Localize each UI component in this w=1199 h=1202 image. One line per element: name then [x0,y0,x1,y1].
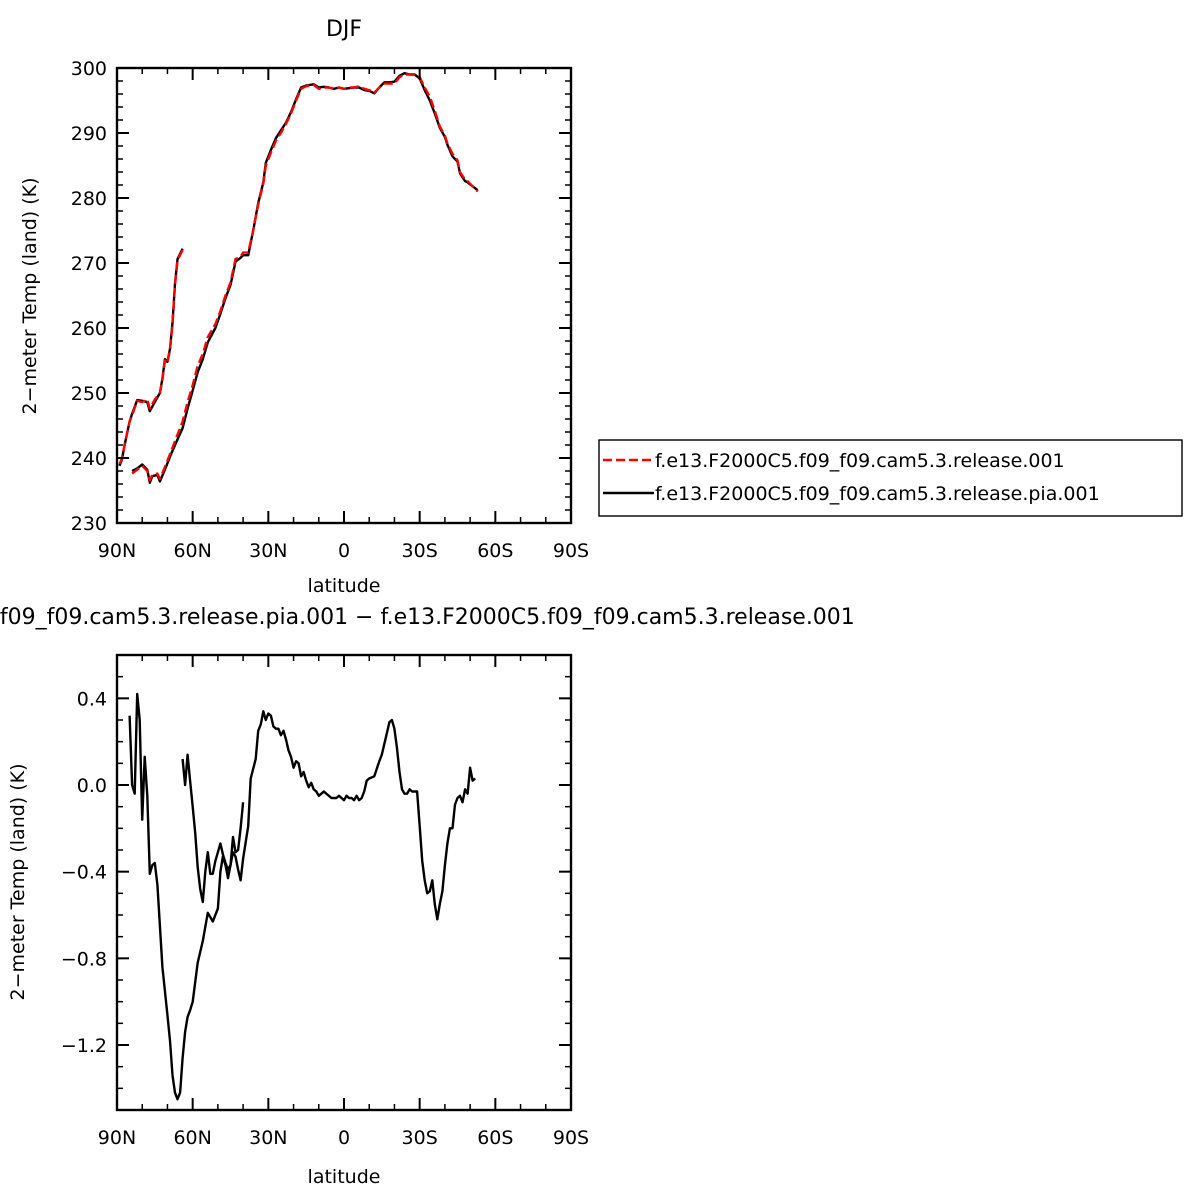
bottom-y-tick-label: 0.4 [77,688,107,710]
bottom-x-tick-label: 0 [338,1127,350,1149]
top-x-tick-label: 30N [249,540,287,562]
top-y-axis-label: 2−meter Temp (land) (K) [19,177,41,414]
top-series-2-line-1 [131,72,479,484]
bottom-y-tick-label: −1.2 [61,1035,107,1057]
bottom-x-tick-label: 90N [98,1127,136,1149]
bottom-x-axis-label: latitude [308,1166,381,1188]
top-plot-frame [115,66,573,525]
bottom-series-1-line-2 [181,753,245,904]
bottom-x-tick-label: 30S [402,1127,438,1149]
top-y-tick-label: 300 [71,58,107,80]
legend: f.e13.F2000C5.f09_f09.cam5.3.release.001… [598,439,1183,517]
top-y-tick-label: 240 [71,448,107,470]
bottom-series-group [128,692,476,1101]
top-chart-title: DJF [326,17,362,42]
bottom-axes: 90N 60N 30N 0 30S 60S 90S 0.4 0.0 −0.4 −0.8 −1.2 [61,654,589,1149]
top-y-tick-label: 280 [71,188,107,210]
bottom-y-tick-label: −0.4 [61,862,107,884]
top-panel: DJF 90N 60N 30N 0 30S 60S 90S 230 240 250 260 270 28… [19,17,1183,597]
bottom-x-tick-label: 60S [477,1127,513,1149]
top-series-1-line-1 [131,73,479,482]
top-y-tick-label: 250 [71,383,107,405]
top-x-tick-label: 90S [553,540,589,562]
bottom-chart-title: f.e13.F2000C5.f09_f09.cam5.3.release.pia… [0,605,855,630]
bottom-x-tick-label: 60N [173,1127,211,1149]
bottom-series-1-line-1 [128,692,476,1101]
legend-label-series-2: f.e13.F2000C5.f09_f09.cam5.3.release.pia… [655,483,1100,505]
bottom-panel: f.e13.F2000C5.f09_f09.cam5.3.release.pia… [0,605,855,1188]
top-y-tick-label: 290 [71,123,107,145]
top-x-tick-label: 0 [338,540,350,562]
legend-box [598,439,1183,517]
top-x-tick-label: 30S [402,540,438,562]
top-x-tick-label: 60S [477,540,513,562]
top-y-tick-label: 230 [71,513,107,535]
bottom-y-tick-label: −0.8 [61,948,107,970]
bottom-y-tick-label: 0.0 [77,775,107,797]
top-axes: 90N 60N 30N 0 30S 60S 90S 230 240 250 260 270 280 290… [71,58,589,562]
top-series-group [118,72,479,484]
bottom-x-tick-label: 30N [249,1127,287,1149]
top-series-2-line-2 [118,248,184,467]
bottom-y-axis-label: 2−meter Temp (land) (K) [7,763,29,1000]
top-y-tick-label: 260 [71,318,107,340]
legend-label-series-1: f.e13.F2000C5.f09_f09.cam5.3.release.001 [655,450,1065,472]
bottom-x-tick-label: 90S [553,1127,589,1149]
top-series-1-line-2 [118,249,184,465]
top-y-tick-label: 270 [71,253,107,275]
top-x-tick-label: 90N [98,540,136,562]
top-x-tick-label: 60N [173,540,211,562]
top-x-axis-label: latitude [308,575,381,597]
